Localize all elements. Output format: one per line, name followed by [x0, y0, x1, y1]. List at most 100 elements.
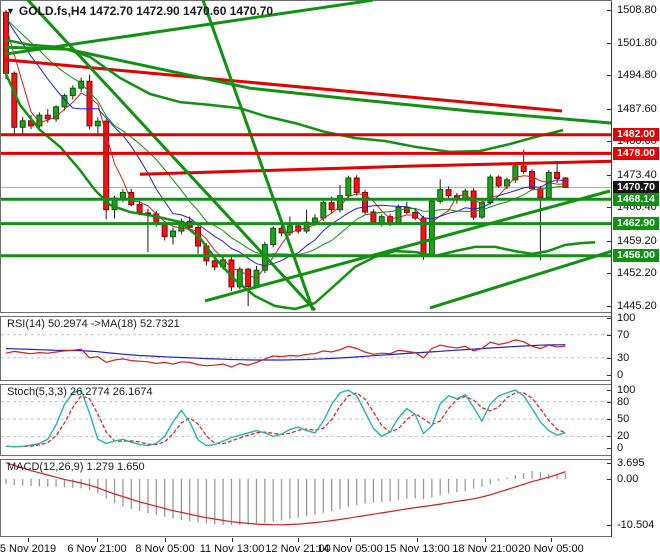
price-axis-label: 1508.80 [617, 4, 657, 16]
rsi-pane[interactable] [0, 316, 612, 381]
ascending-support-1 [204, 189, 611, 303]
axis-tick [607, 305, 611, 307]
bullish-candle [94, 120, 101, 127]
bearish-candle [44, 114, 51, 120]
macd-signal-line [5, 462, 566, 526]
macd-pane[interactable] [0, 459, 612, 537]
bullish-candle [437, 189, 444, 202]
rsi-axis-label: 100 [617, 311, 636, 324]
axis-tick [607, 42, 611, 44]
axis-tick [607, 401, 611, 403]
price-axis-label: 1452.20 [617, 267, 657, 280]
stoch-axis-label: 80 [617, 395, 630, 408]
time-axis-label: 20 Nov 05:00 [518, 543, 584, 555]
bullish-candle [19, 120, 26, 128]
chevron-down-icon[interactable]: ▼ [6, 6, 15, 16]
steep-trendline-2 [201, 0, 315, 311]
price-axis[interactable] [612, 0, 660, 560]
axis-tick [607, 75, 611, 77]
stoch-axis-label: 50 [617, 413, 630, 425]
price-level-badge: 1470.70 [613, 180, 659, 194]
ascending-trendline-top [4, 0, 374, 56]
stoch-signal-line [5, 392, 566, 448]
axis-tick [607, 375, 611, 376]
bullish-candle [545, 171, 552, 199]
bearish-candle [295, 225, 302, 232]
bullish-candle [378, 216, 385, 224]
time-axis-label: 15 Nov 13:00 [384, 543, 450, 555]
bullish-candle [337, 195, 343, 211]
bullish-candle [512, 165, 519, 181]
stoch-main-line [5, 389, 566, 448]
axis-tick [607, 317, 611, 319]
bearish-candle [520, 165, 527, 172]
stochastic-indicator-label: Stoch(5,3,3) 26.2774 26.1674 [7, 386, 153, 398]
bullish-candle [53, 106, 60, 120]
time-axis-label: 8 Nov 05:00 [135, 543, 195, 555]
bullish-candle [320, 202, 327, 219]
axis-tick [607, 141, 611, 143]
axis-tick [607, 207, 611, 209]
price-level-badge: 1462.90 [613, 217, 659, 231]
price-chart-pane[interactable] [0, 0, 612, 313]
price-level-badge: 1482.00 [613, 128, 659, 142]
bullish-candle [36, 114, 43, 127]
resistance-trendline-red [4, 58, 563, 113]
axis-tick [607, 419, 611, 420]
bullish-candle [69, 87, 76, 97]
bearish-candle [86, 80, 93, 127]
stoch-axis-label: 20 [617, 430, 630, 443]
bullish-candle [270, 227, 277, 246]
rsi-line [5, 339, 566, 368]
time-axis-tick [232, 538, 233, 542]
bearish-candle [562, 177, 569, 188]
bearish-candle [495, 176, 502, 187]
bearish-candle [136, 204, 143, 214]
bollinger-upper [4, 38, 564, 154]
bearish-candle [328, 202, 335, 211]
time-axis-label: 18 Nov 21:00 [452, 543, 518, 555]
bearish-candle [161, 223, 168, 238]
bearish-candle [211, 260, 218, 268]
time-axis-label: 11 Nov 13:00 [199, 543, 265, 555]
time-axis[interactable]: 5 Nov 2019 6 Nov 21:00 8 Nov 05:00 11 Nov 1… [0, 538, 660, 560]
axis-tick [607, 479, 611, 480]
chart-title: ▼ GOLD.fs,H4 1472.70 1472.90 1470.60 1470… [6, 4, 273, 18]
time-axis-tick [417, 538, 418, 542]
bullish-candle [61, 95, 68, 108]
rising-resistance-red [139, 159, 612, 176]
axis-tick [607, 448, 611, 449]
stochastic-pane[interactable] [0, 384, 612, 456]
bearish-candle [245, 268, 252, 287]
axis-tick [607, 525, 611, 527]
bullish-candle [345, 177, 352, 197]
time-axis-label: 12 Nov 21:00 [265, 543, 331, 555]
stoch-axis-label: 0 [617, 442, 624, 454]
time-axis-label: 6 Nov 21:00 [67, 543, 127, 555]
axis-tick [607, 108, 611, 110]
rsi-axis-label: 70 [617, 328, 630, 341]
time-axis-tick [97, 538, 98, 542]
bearish-candle [554, 171, 561, 179]
time-axis-tick [165, 538, 166, 542]
axis-tick [607, 174, 611, 176]
bearish-candle [11, 72, 18, 128]
price-axis-label: 1494.80 [617, 69, 657, 82]
bearish-candle [470, 190, 477, 218]
price-axis-label: 1501.80 [617, 36, 657, 49]
steep-trendline-1 [26, 0, 317, 312]
rsi-axis-label: 30 [617, 351, 630, 364]
macd-axis-label: 3.695 [617, 456, 645, 469]
axis-tick [607, 462, 611, 464]
price-axis-label: 1487.60 [617, 102, 657, 115]
price-axis-label: 1473.40 [617, 168, 657, 181]
bearish-candle [529, 170, 536, 190]
bullish-candle [428, 200, 435, 256]
rsi-axis-label: 0 [617, 369, 624, 381]
macd-axis-label: 0.00 [617, 473, 639, 485]
bullish-candle [170, 230, 176, 238]
axis-tick [607, 334, 611, 336]
price-axis-label: 1445.20 [617, 299, 657, 312]
time-axis-tick [298, 538, 299, 542]
